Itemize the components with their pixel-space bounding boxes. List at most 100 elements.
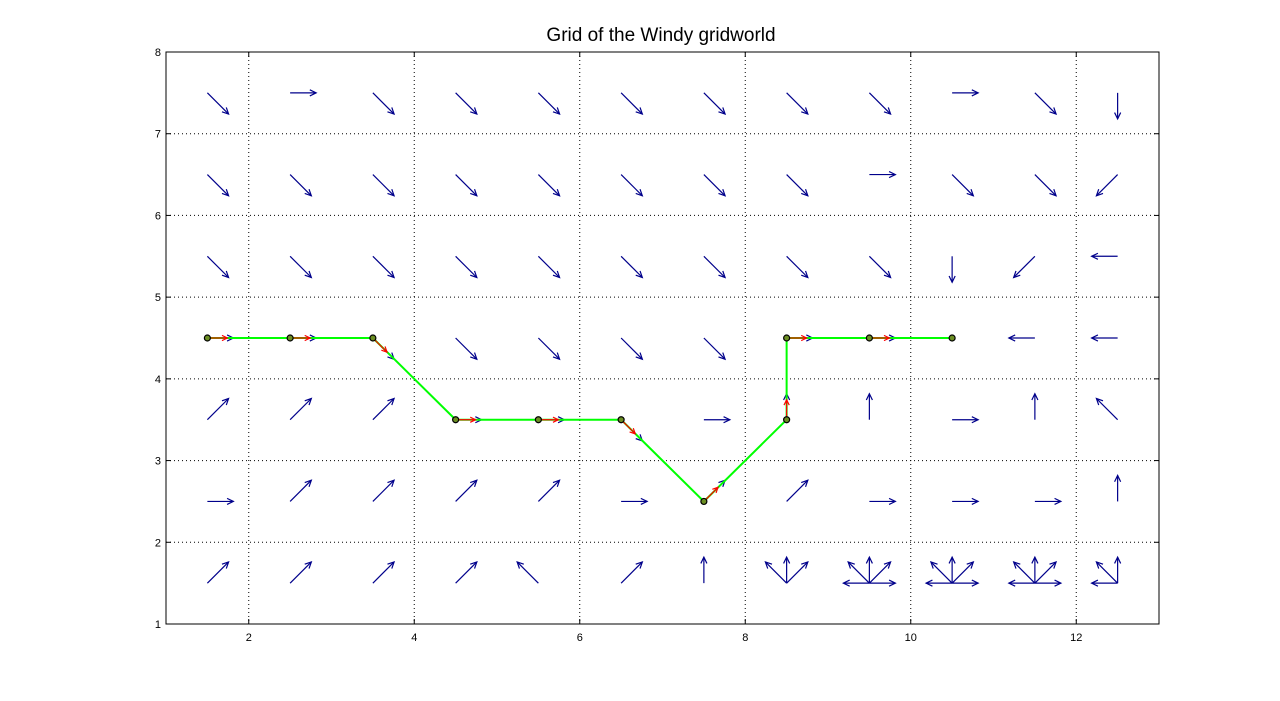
y-tick-label: 3 bbox=[155, 456, 161, 468]
path-marker bbox=[452, 416, 460, 424]
policy-arrow bbox=[786, 479, 809, 502]
policy-arrow bbox=[865, 392, 873, 420]
policy-arrow bbox=[289, 560, 313, 584]
y-tick-label: 5 bbox=[155, 292, 161, 304]
x-tick-label: 6 bbox=[577, 632, 583, 644]
policy-arrow bbox=[948, 555, 956, 584]
policy-arrow bbox=[869, 170, 897, 179]
policy-arrow bbox=[455, 560, 478, 584]
policy-arrow bbox=[783, 555, 791, 584]
policy-arrow bbox=[206, 174, 230, 197]
policy-arrow bbox=[948, 256, 956, 284]
policy-arrow bbox=[1090, 252, 1118, 260]
y-tick-label: 8 bbox=[155, 47, 161, 59]
policy-arrow bbox=[206, 397, 230, 421]
policy-arrow bbox=[700, 555, 708, 584]
policy-arrow bbox=[537, 479, 561, 502]
policy-arrow bbox=[620, 560, 644, 584]
policy-arrow bbox=[703, 337, 727, 361]
policy-arrow bbox=[868, 255, 892, 279]
path-marker bbox=[948, 334, 956, 342]
optimal-path bbox=[203, 334, 956, 506]
policy-arrow bbox=[868, 92, 892, 116]
policy-arrow bbox=[1095, 174, 1119, 197]
x-tick-label: 8 bbox=[742, 632, 748, 644]
policy-arrow bbox=[1012, 560, 1036, 584]
policy-arrow bbox=[703, 174, 727, 197]
policy-arrow bbox=[952, 416, 980, 424]
policy-arrow bbox=[952, 89, 980, 97]
policy-arrow bbox=[1090, 579, 1118, 587]
policy-arrow bbox=[537, 174, 561, 197]
path-marker bbox=[617, 416, 625, 424]
policy-arrow bbox=[1095, 560, 1119, 584]
path-marker bbox=[783, 334, 791, 342]
policy-arrow bbox=[929, 560, 953, 584]
policy-arrow bbox=[869, 497, 897, 506]
policy-arrow bbox=[621, 497, 649, 506]
x-tick-label: 12 bbox=[1070, 632, 1082, 644]
path-marker bbox=[783, 416, 791, 424]
policy-arrow bbox=[206, 255, 230, 279]
policy-arrow bbox=[847, 560, 870, 584]
policy-arrow bbox=[372, 92, 396, 116]
path-marker bbox=[700, 497, 708, 506]
policy-arrow bbox=[786, 174, 809, 197]
path-marker bbox=[203, 334, 211, 342]
policy-arrow bbox=[1007, 579, 1035, 587]
path-marker bbox=[286, 334, 294, 342]
policy-arrow bbox=[1090, 334, 1118, 342]
policy-arrow bbox=[764, 560, 788, 584]
policy-arrow bbox=[289, 397, 313, 421]
x-tick-label: 4 bbox=[411, 632, 417, 644]
policy-arrow bbox=[786, 92, 809, 116]
policy-arrow bbox=[1034, 92, 1058, 116]
policy-arrow bbox=[206, 560, 230, 584]
policy-arrow bbox=[455, 479, 478, 502]
policy-arrow bbox=[951, 560, 975, 584]
policy-arrow bbox=[290, 89, 318, 97]
policy-arrow bbox=[620, 174, 644, 197]
policy-arrow bbox=[537, 337, 561, 361]
policy-arrow bbox=[620, 92, 644, 116]
policy-arrow bbox=[1034, 497, 1063, 506]
policy-arrow bbox=[841, 579, 870, 587]
chart-title: Grid of the Windy gridworld bbox=[546, 25, 775, 46]
x-tick-label: 2 bbox=[246, 632, 252, 644]
policy-arrow bbox=[206, 92, 230, 116]
policy-arrow bbox=[703, 255, 727, 279]
policy-arrow bbox=[1114, 474, 1122, 502]
y-tick-label: 4 bbox=[155, 374, 161, 386]
policy-arrow bbox=[1034, 579, 1063, 587]
policy-arrow bbox=[372, 397, 396, 421]
policy-arrow bbox=[620, 337, 644, 361]
policy-arrow bbox=[207, 497, 235, 506]
axes-box bbox=[165, 51, 1160, 625]
policy-arrow bbox=[703, 416, 732, 424]
path-marker bbox=[369, 334, 377, 342]
policy-arrow bbox=[951, 174, 975, 197]
policy-arrow bbox=[1007, 334, 1035, 342]
path-marker bbox=[865, 334, 873, 342]
policy-arrow bbox=[865, 555, 873, 584]
policy-arrow bbox=[537, 92, 561, 116]
policy-arrow bbox=[289, 255, 313, 279]
y-tick-label: 7 bbox=[155, 129, 161, 141]
policy-arrow bbox=[868, 560, 892, 584]
policy-arrow bbox=[1095, 397, 1119, 421]
path-marker bbox=[534, 416, 542, 424]
policy-arrow bbox=[455, 92, 478, 116]
policy-arrow bbox=[372, 174, 396, 197]
policy-arrow bbox=[372, 255, 396, 279]
policy-arrow bbox=[372, 560, 396, 584]
policy-arrow bbox=[703, 92, 727, 116]
policy-arrow bbox=[620, 255, 644, 279]
policy-arrow bbox=[869, 579, 897, 587]
policy-arrow bbox=[1034, 174, 1058, 197]
policy-arrow bbox=[455, 255, 478, 279]
policy-arrow bbox=[516, 560, 539, 584]
policy-arrow bbox=[1114, 92, 1122, 121]
policy-arrow bbox=[1012, 255, 1036, 279]
